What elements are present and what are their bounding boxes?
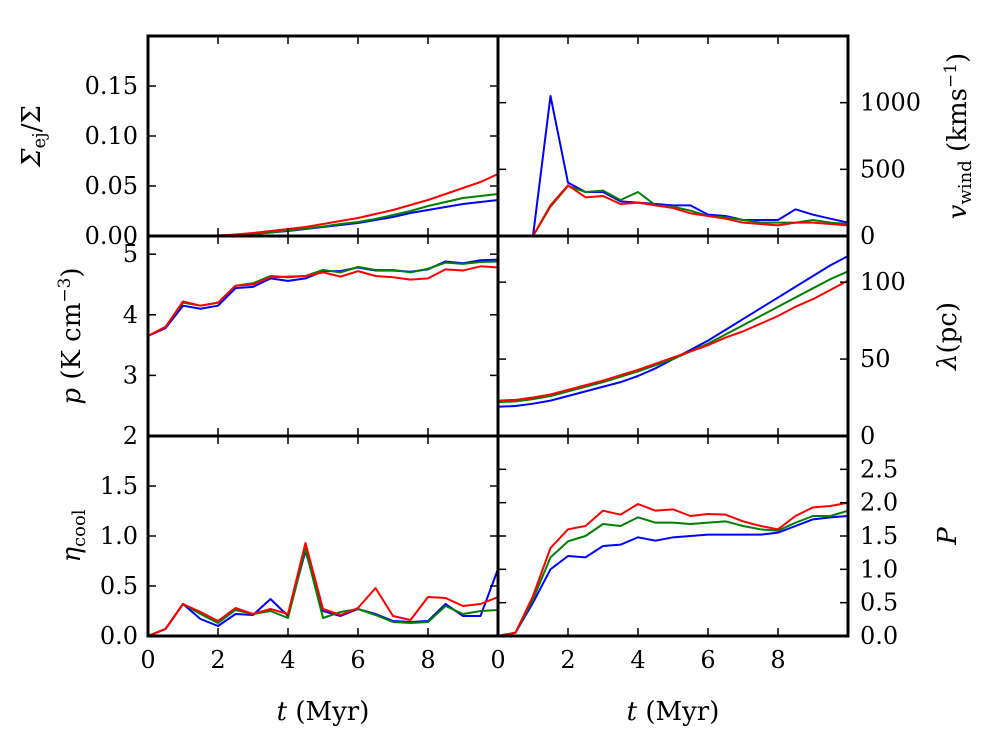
xtick-label-P: 0 <box>490 646 505 674</box>
xtick-label-etacool: 8 <box>420 646 435 674</box>
ytick-label-etacool: 0.0 <box>100 622 138 650</box>
ytick-label-sigma: 0.00 <box>85 222 138 250</box>
ytick-label-P: 2.5 <box>860 455 898 483</box>
xtick-label-etacool: 4 <box>280 646 295 674</box>
series-lambda-blue <box>498 255 848 408</box>
ytick-label-sigma: 0.10 <box>85 122 138 150</box>
xtick-label-P: 6 <box>700 646 715 674</box>
ytick-label-etacool: 0.5 <box>100 572 138 600</box>
ylabel-pressure: p (K cm−3) <box>55 267 87 404</box>
ytick-label-pressure: 3 <box>123 361 138 389</box>
ytick-label-lambda: 0 <box>860 422 875 450</box>
ytick-label-sigma: 0.15 <box>85 72 138 100</box>
xlabel-etacool: t (Myr) <box>277 697 370 727</box>
ytick-label-sigma: 0.05 <box>85 172 138 200</box>
panel-lambda: 0 50 100 λ(pc) <box>496 234 963 450</box>
series-P-green <box>498 509 848 636</box>
series-etacool-red <box>148 542 498 636</box>
frame-P <box>496 434 850 638</box>
series-vwind-blue <box>532 95 848 236</box>
ytick-label-etacool: 1.5 <box>100 472 138 500</box>
frame-lambda <box>496 234 850 438</box>
xtick-label-P: 2 <box>560 646 575 674</box>
ylabel-vwind: vwind (kms−1) <box>941 53 976 219</box>
series-pressure-blue <box>148 258 498 337</box>
xlabel-P: t (Myr) <box>627 697 720 727</box>
series-P-red <box>498 501 848 636</box>
ytick-label-vwind: 500 <box>860 155 906 183</box>
series-etacool-green <box>148 548 498 636</box>
series-lambda-green <box>498 270 848 404</box>
ylabel-sigma: Σej/Σ <box>17 105 50 168</box>
frame-pressure <box>146 234 500 438</box>
series-sigma-blue <box>148 199 498 236</box>
ytick-label-P: 0.0 <box>860 622 898 650</box>
ytick-label-pressure: 2 <box>123 422 138 450</box>
ytick-label-P: 1.5 <box>860 522 898 550</box>
xtick-label-etacool: 2 <box>210 646 225 674</box>
panel-etacool: 0.0 0.5 1.0 1.5 0 2 4 6 8 t (Myr) ηcool <box>57 434 500 727</box>
series-etacool-blue <box>148 550 498 636</box>
series-sigma-green <box>148 193 498 236</box>
panel-P: 0.0 0.5 1.0 1.5 2.0 2.5 0 2 4 6 8 t (Myr) P <box>490 434 963 727</box>
ytick-label-vwind: 0 <box>860 222 875 250</box>
ytick-label-pressure: 5 <box>123 240 138 268</box>
ytick-label-P: 0.5 <box>860 589 898 617</box>
ylabel-lambda: λ(pc) <box>933 302 963 371</box>
series-lambda-red <box>498 279 848 402</box>
panel-vwind: 0 500 1000 vwind (kms−1) <box>496 34 976 250</box>
ylabel-P: P <box>933 527 963 546</box>
ytick-label-etacool: 1.0 <box>100 522 138 550</box>
xtick-label-etacool: 0 <box>140 646 155 674</box>
panel-sigma: 0.00 0.05 0.10 0.15 Σej/Σ <box>17 34 500 250</box>
ylabel-etacool: ηcool <box>57 509 90 562</box>
xtick-label-P: 8 <box>770 646 785 674</box>
ytick-label-lambda: 50 <box>860 345 891 373</box>
ytick-label-P: 1.0 <box>860 555 898 583</box>
series-P-blue <box>498 515 848 636</box>
panel-pressure: 2 3 4 5 p (K cm−3) <box>55 234 500 450</box>
ytick-label-vwind: 1000 <box>860 89 921 117</box>
xtick-label-P: 4 <box>630 646 645 674</box>
series-vwind-red <box>532 184 848 236</box>
xtick-label-etacool: 6 <box>350 646 365 674</box>
ytick-label-lambda: 100 <box>860 268 906 296</box>
ytick-label-pressure: 4 <box>123 301 138 329</box>
ytick-label-P: 2.0 <box>860 489 898 517</box>
series-pressure-red <box>148 265 498 337</box>
